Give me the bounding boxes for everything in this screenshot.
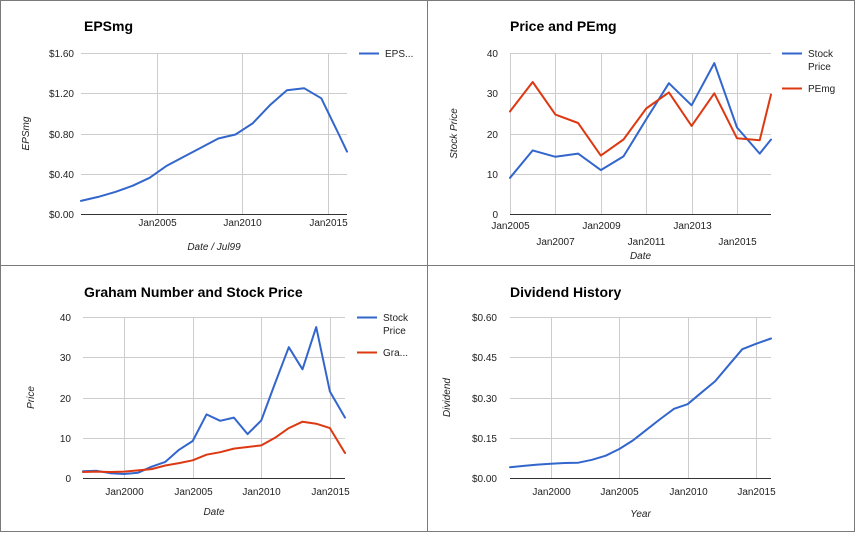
x-tick-label: Jan2005: [600, 487, 639, 498]
y-tick-label: 40: [487, 49, 499, 60]
y-tick-label: $0.45: [472, 353, 497, 364]
x-tick-label: Jan2015: [737, 487, 776, 498]
y-tick-label: 40: [60, 313, 72, 324]
y-tick-label: $0.80: [49, 130, 74, 141]
y-tick-label: $0.40: [49, 170, 74, 181]
series-line-0: [509, 337, 772, 469]
x-tick-label: Jan2010: [242, 487, 281, 498]
x-tick-label: Jan2005: [491, 221, 530, 232]
legend-label-0: Stock Price: [808, 49, 834, 73]
legend-label-0: EPS...: [385, 49, 413, 60]
x-axis-title: Year: [630, 509, 651, 520]
y-tick-label: $1.60: [49, 49, 74, 60]
chart-title: Dividend History: [510, 284, 621, 300]
y-axis-title: EPSmg: [21, 116, 32, 150]
x-tick-label: Jan2015: [309, 218, 348, 229]
y-tick-label: 10: [60, 434, 72, 445]
y-tick-label: $0.15: [472, 434, 497, 445]
y-tick-label: 10: [487, 170, 499, 181]
y-axis-title: Stock Price: [449, 108, 460, 159]
y-tick-label: 30: [60, 353, 72, 364]
x-tick-label: Jan2010: [223, 218, 262, 229]
y-tick-label: 20: [60, 394, 72, 405]
x-tick-label: Jan2000: [105, 487, 144, 498]
price-pe-chart: Price and PEmg 0 10 20 30 40 Jan2005 Jan2007 Jan…: [449, 18, 835, 262]
eps-chart-panel: EPSmg $0.00 $0.40 $0.80 $1.20 $1.60 Jan2005 Jan…: [0, 0, 428, 266]
x-tick-label: Jan2005: [138, 218, 177, 229]
y-tick-label: $1.20: [49, 89, 74, 100]
graham-chart: Graham Number and Stock Price 0 10 20 30 40 Ja…: [26, 284, 409, 518]
chart-title: Price and PEmg: [510, 18, 617, 34]
y-tick-label: $0.60: [472, 313, 497, 324]
x-tick-label: Jan2015: [718, 237, 757, 248]
x-tick-label: Jan2007: [536, 237, 575, 248]
y-tick-label: 20: [487, 130, 499, 141]
legend-label-0: Stock Price: [383, 313, 409, 337]
chart-title: EPSmg: [84, 18, 133, 34]
y-tick-label: 0: [492, 210, 498, 221]
y-axis-title: Price: [26, 386, 37, 409]
x-axis-title: Date / Jul99: [187, 242, 241, 253]
x-tick-label: Jan2015: [311, 487, 350, 498]
y-tick-label: $0.00: [472, 474, 497, 485]
chart-title: Graham Number and Stock Price: [84, 284, 303, 300]
series-line-1: [509, 81, 772, 157]
y-tick-label: 30: [487, 89, 499, 100]
y-tick-label: $0.30: [472, 394, 497, 405]
price-pe-chart-panel: Price and PEmg 0 10 20 30 40 Jan2005 Jan2007 Jan…: [427, 0, 855, 266]
series-line-1: [82, 420, 346, 473]
x-axis-title: Date: [203, 507, 225, 518]
x-tick-label: Jan2013: [673, 221, 712, 232]
x-axis-title: Date: [630, 251, 652, 262]
x-tick-label: Jan2005: [174, 487, 213, 498]
x-tick-label: Jan2009: [582, 221, 621, 232]
x-tick-label: Jan2011: [628, 237, 666, 248]
legend-label-1: PEmg: [808, 84, 835, 95]
y-tick-label: 0: [65, 474, 71, 485]
graham-chart-panel: Graham Number and Stock Price 0 10 20 30 40 Ja…: [0, 265, 428, 532]
y-axis-title: Dividend: [442, 378, 453, 417]
x-tick-label: Jan2010: [669, 487, 708, 498]
series-line-0: [509, 62, 772, 179]
eps-chart: EPSmg $0.00 $0.40 $0.80 $1.20 $1.60 Jan2005 Jan…: [21, 18, 413, 253]
y-tick-label: $0.00: [49, 210, 74, 221]
series-line-0: [80, 87, 348, 202]
dividend-chart: Dividend History $0.00 $0.15 $0.30 $0.45 $0.6…: [442, 284, 776, 520]
x-tick-label: Jan2000: [532, 487, 571, 498]
dividend-chart-panel: Dividend History $0.00 $0.15 $0.30 $0.45 $0.6…: [427, 265, 855, 532]
series-line-0: [82, 326, 346, 475]
legend-label-1: Gra...: [383, 348, 408, 359]
